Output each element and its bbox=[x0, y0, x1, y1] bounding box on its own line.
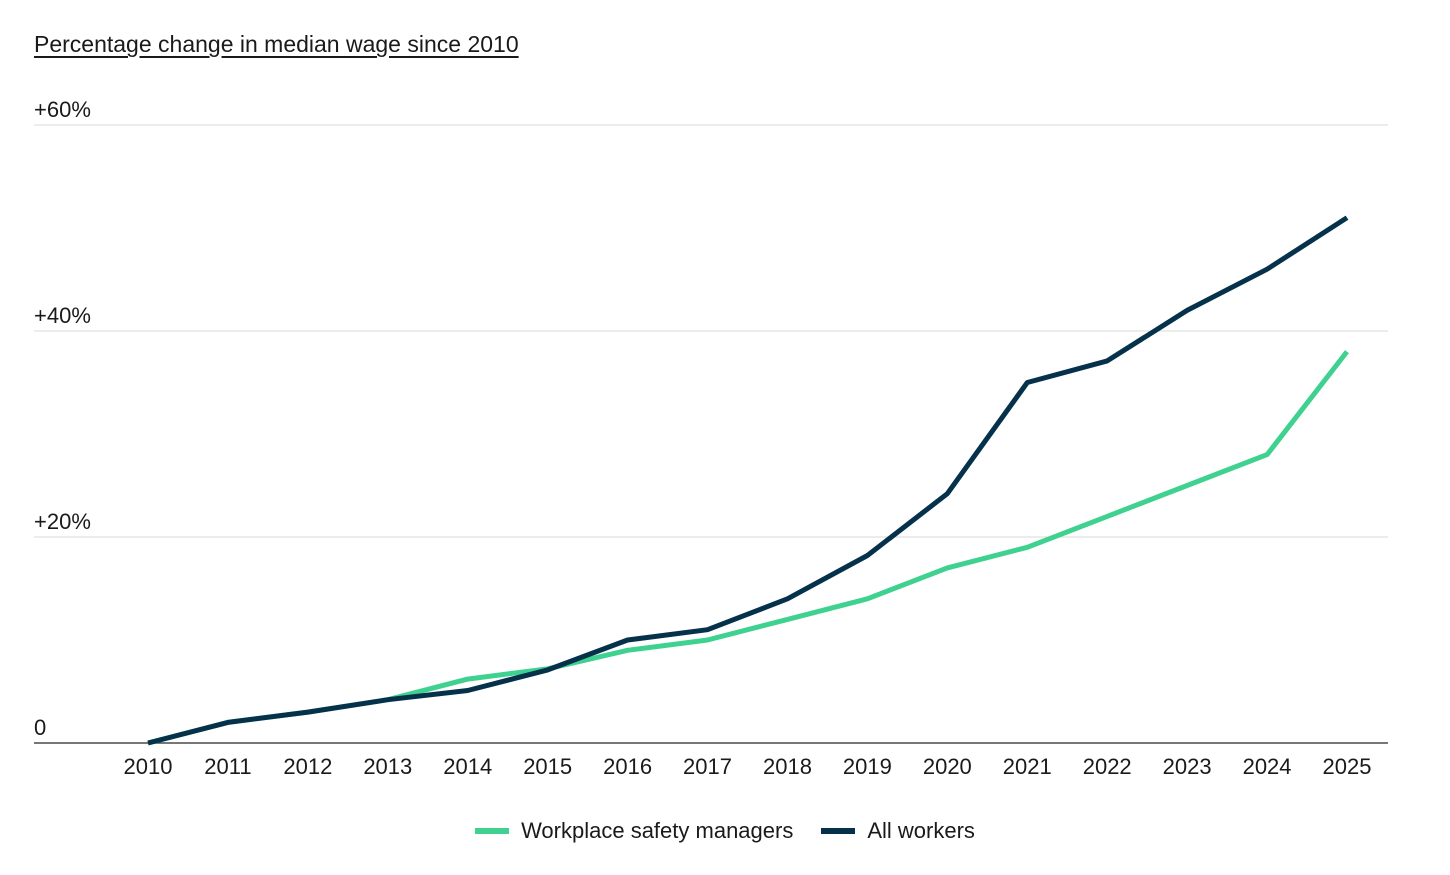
x-tick-label: 2014 bbox=[443, 754, 492, 779]
x-tick-label: 2016 bbox=[603, 754, 652, 779]
x-tick-label: 2019 bbox=[843, 754, 892, 779]
x-tick-label: 2021 bbox=[1003, 754, 1052, 779]
x-tick-label: 2022 bbox=[1083, 754, 1132, 779]
x-tick-label: 2013 bbox=[363, 754, 412, 779]
series-line-all-workers bbox=[147, 215, 1349, 746]
x-tick-label: 2018 bbox=[763, 754, 812, 779]
x-tick-label: 2025 bbox=[1323, 754, 1372, 779]
x-tick-label: 2017 bbox=[683, 754, 732, 779]
y-axis: 0 +20% +40% +60% bbox=[34, 97, 91, 740]
x-tick-label: 2020 bbox=[923, 754, 972, 779]
x-tick-label: 2010 bbox=[124, 754, 173, 779]
legend-item: All workers bbox=[821, 818, 975, 844]
series-lines bbox=[147, 215, 1349, 746]
x-tick-label: 2011 bbox=[204, 754, 251, 779]
y-tick-label: +60% bbox=[34, 97, 91, 122]
grid-lines bbox=[34, 124, 1388, 744]
x-tick-label: 2015 bbox=[523, 754, 572, 779]
legend-swatch bbox=[475, 828, 510, 834]
legend-label: Workplace safety managers bbox=[521, 818, 794, 843]
legend-swatch bbox=[821, 828, 856, 834]
x-tick-label: 2012 bbox=[283, 754, 332, 779]
chart-title: Percentage change in median wage since 2… bbox=[34, 31, 519, 57]
x-axis: 2010 2011 2012 2013 2014 2015 2016 2017 2018 2019… bbox=[124, 754, 1372, 779]
legend: Workplace safety managers All workers bbox=[0, 818, 1450, 844]
series-line-workplace-safety-managers bbox=[147, 350, 1349, 746]
y-tick-label: 0 bbox=[34, 715, 46, 740]
legend-item: Workplace safety managers bbox=[475, 818, 793, 844]
y-tick-label: +20% bbox=[34, 509, 91, 534]
x-tick-label: 2024 bbox=[1243, 754, 1292, 779]
legend-label: All workers bbox=[867, 818, 975, 843]
y-tick-label: +40% bbox=[34, 303, 91, 328]
x-tick-label: 2023 bbox=[1163, 754, 1212, 779]
